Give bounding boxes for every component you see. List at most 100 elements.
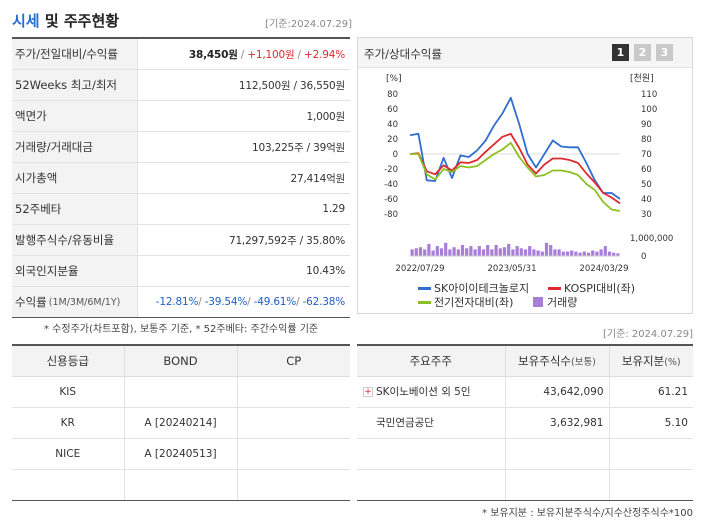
info-row-price: 주가/전일대비/수익률 38,450원 / +1,100원 / +2.94%	[12, 39, 350, 70]
volume-bar	[574, 251, 578, 256]
sector-relative-line	[410, 141, 621, 212]
table-row	[357, 438, 693, 470]
volume-bar	[532, 249, 536, 256]
volume-bar	[540, 251, 544, 256]
volume-bar	[591, 250, 595, 256]
pct-cell: 61.21	[609, 376, 693, 408]
major-holders-table: 주요주주 보유주식수(보통) 보유지분(%) + SK이노베이션 외 5인 43,…	[357, 344, 693, 501]
left-tick-label: -20	[384, 165, 398, 175]
volume-bar	[448, 249, 452, 256]
legend-item-price: SK아이이테크놀로지	[418, 280, 529, 296]
table-row: NICE A [20240513]	[12, 438, 350, 470]
volume-zero-label: 0	[641, 252, 646, 262]
bond-cell	[124, 469, 238, 501]
chart-page-2-button[interactable]: 2	[634, 44, 651, 61]
volume-bar	[481, 249, 486, 256]
left-axis-unit: [%]	[386, 74, 402, 84]
table-header-row: 주요주주 보유주식수(보통) 보유지분(%)	[357, 345, 693, 377]
info-label: 거래량/거래대금	[12, 132, 138, 162]
legend-swatch	[533, 297, 543, 307]
info-value: 112,500원 / 36,550원	[238, 79, 345, 92]
left-tick-label: -40	[384, 180, 398, 190]
col-header: 보유주식수(보통)	[505, 345, 610, 377]
volume-bar	[456, 249, 460, 256]
right-tick-label: 90	[641, 120, 652, 130]
pct-cell	[609, 469, 693, 501]
volume-bar	[507, 243, 511, 256]
volume-bar	[452, 247, 456, 256]
volume-bar	[586, 252, 591, 256]
return-3m: -39.54%	[204, 296, 248, 308]
info-label: 주가/전일대비/수익률	[12, 39, 138, 69]
table-row	[12, 469, 350, 501]
info-label: 외국인지분율	[12, 256, 138, 286]
price-info-table: 주가/전일대비/수익률 38,450원 / +1,100원 / +2.94% 5…	[12, 37, 350, 318]
right-tick-label: 30	[641, 210, 652, 220]
volume-bar	[578, 252, 582, 256]
volume-bar	[427, 243, 431, 256]
x-tick-label: 2022/07/29	[396, 264, 445, 274]
info-row-market-cap: 시가총액 27,414억원	[12, 163, 350, 194]
info-value: 27,414억원	[290, 172, 346, 185]
info-label: 수익률 (1M/3M/6M/1Y)	[12, 287, 138, 317]
volume-bar	[612, 252, 616, 256]
agency-cell: NICE	[12, 438, 125, 470]
right-tick-label: 110	[641, 90, 657, 100]
volume-bar	[494, 245, 498, 256]
info-value: -12.81%/ -39.54%/ -49.61%/ -62.38%	[155, 296, 346, 308]
expand-plus-icon[interactable]: +	[363, 387, 373, 397]
volume-bar	[511, 249, 515, 256]
col-header: 보유지분(%)	[609, 345, 693, 377]
col-header: 신용등급	[12, 345, 125, 377]
right-tick-label: 100	[641, 105, 657, 115]
right-tick-label: 60	[641, 165, 652, 175]
left-tick-label: 60	[387, 105, 398, 115]
footnote-holding: * 보유지분 : 보유지분주식수/지수산정주식수*100	[482, 508, 693, 519]
price-change-rate: +2.94%	[304, 48, 345, 61]
right-tick-label: 50	[641, 180, 652, 190]
col-header: BOND	[124, 345, 238, 377]
volume-bar	[502, 247, 507, 256]
legend-swatch	[418, 300, 431, 304]
price-change: +1,100원	[247, 48, 295, 61]
info-row-foreign: 외국인지분율 10.43%	[12, 256, 350, 287]
chart-page-3-button[interactable]: 3	[656, 44, 673, 61]
volume-bar	[603, 246, 607, 256]
volume-bar	[570, 250, 574, 256]
cp-cell	[237, 376, 350, 408]
volume-bar	[515, 246, 519, 256]
line-chart: [%] [천원] 80 60 40 20 0 -20 -40 -60 -80 110 100 90 80 70…	[384, 73, 673, 274]
base-date-2: [기준: 2024.07.29]	[602, 329, 693, 340]
section-title: 시세 및 주주현황 [기준:2024.07.29]	[12, 10, 352, 32]
volume-bar	[549, 245, 553, 256]
agency-cell: KIS	[12, 376, 125, 408]
kospi-relative-line	[409, 132, 621, 205]
holder-name-cell: + SK이노베이션 외 5인	[357, 376, 506, 408]
x-tick-label: 2023/05/31	[488, 264, 537, 274]
right-axis-unit: [천원]	[630, 73, 654, 84]
volume-bar	[553, 249, 557, 256]
shares-cell: 3,632,981	[505, 407, 610, 439]
volume-bar	[473, 249, 477, 256]
volume-bar	[561, 251, 565, 256]
volume-bar	[418, 247, 423, 256]
volume-bar	[486, 245, 490, 256]
shares-cell	[505, 469, 610, 501]
info-value: 103,225주 / 39억원	[252, 141, 345, 154]
volume-bar	[557, 249, 561, 256]
table-row: + SK이노베이션 외 5인 43,642,090 61.21	[357, 376, 693, 408]
info-label: 시가총액	[12, 163, 138, 193]
legend-item-kospi: KOSPI대비(좌)	[548, 280, 635, 296]
chart-header: 주가/상대수익률 1 2 3	[358, 38, 692, 68]
volume-bar	[490, 249, 494, 256]
volume-bar	[616, 253, 620, 256]
col-header: 주요주주	[357, 345, 506, 377]
volume-bar	[410, 249, 414, 256]
chart-page-1-button[interactable]: 1	[612, 44, 629, 61]
relative-return-chart-panel: 주가/상대수익률 1 2 3 [%] [천원] 80 60 40 20 0 -20 -40 -60…	[357, 37, 693, 314]
volume-bar	[477, 246, 481, 256]
credit-rating-table: 신용등급 BOND CP KIS KR A [20240214] NICE A …	[12, 344, 350, 501]
volume-bar	[444, 242, 448, 256]
info-label: 52주베타	[12, 194, 138, 224]
return-1y: -62.38%	[302, 296, 346, 308]
